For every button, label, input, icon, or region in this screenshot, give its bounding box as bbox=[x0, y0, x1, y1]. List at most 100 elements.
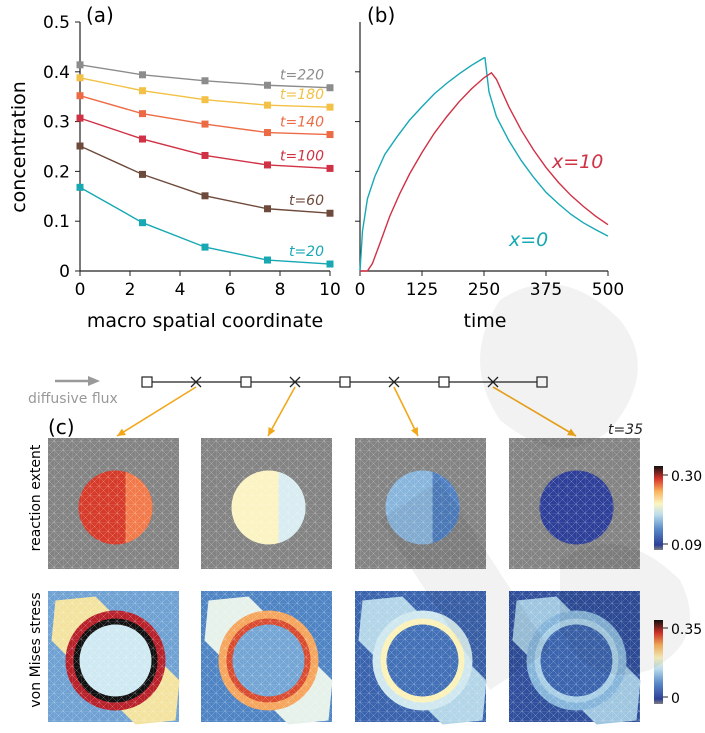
chart-a: 0 2 4 6 8 10 0 0.1 0.2 0.3 0.4 0.5 t=20 t=60 t=100 t=14… bbox=[43, 13, 341, 300]
chart-a-ytick-label: 0.4 bbox=[43, 63, 70, 83]
chart-a-point bbox=[139, 219, 146, 227]
row-label-reaction: reaction extent bbox=[28, 444, 44, 551]
reaction-disc-mesh bbox=[539, 470, 614, 545]
reaction-disc-mesh bbox=[231, 470, 306, 545]
chart-a-point bbox=[76, 61, 84, 69]
chart-b-series-line bbox=[359, 57, 609, 272]
macro-chain bbox=[116, 376, 577, 437]
chart-a-point bbox=[76, 114, 84, 122]
chart-b: 0 125 250 375 500 x=0 x=10 bbox=[355, 57, 624, 300]
chart-a-point bbox=[76, 74, 84, 82]
chain-cross bbox=[388, 376, 400, 388]
chart-a-point bbox=[139, 71, 146, 79]
micro-link-arrowhead bbox=[410, 427, 418, 436]
stress-colorbar bbox=[654, 620, 668, 704]
micro-link-arrowhead bbox=[567, 428, 576, 436]
reaction-disc-mesh bbox=[385, 470, 460, 545]
stress-map-mesh bbox=[355, 591, 486, 722]
chart-b-xtick-label: 0 bbox=[355, 280, 366, 300]
micro-link-arrow bbox=[116, 386, 197, 437]
chart-a-ylabel: concentration bbox=[8, 81, 30, 213]
chart-a-point bbox=[264, 101, 271, 109]
chart-b-label-x0: x=0 bbox=[508, 229, 548, 251]
chart-a-xtick-label: 4 bbox=[175, 280, 186, 300]
chart-a-series-label: t=60 bbox=[289, 193, 324, 209]
chart-a-point bbox=[326, 209, 334, 217]
chart-a-point bbox=[139, 170, 146, 178]
chart-a-ytick-label: 0.3 bbox=[43, 113, 70, 133]
panel-label-b: (b) bbox=[367, 3, 395, 27]
chart-b-xtick-label: 250 bbox=[468, 280, 500, 300]
chart-a-xtick-label: 10 bbox=[319, 280, 341, 300]
chart-a-point bbox=[201, 77, 209, 85]
chart-a-point bbox=[139, 87, 146, 95]
chart-a-point bbox=[201, 96, 209, 104]
chain-node bbox=[339, 376, 351, 388]
chart-a-ytick-label: 0.1 bbox=[43, 212, 70, 232]
chart-b-xtick-label: 375 bbox=[530, 280, 562, 300]
chart-a-point bbox=[264, 129, 271, 137]
chart-a-series-label: t=100 bbox=[280, 148, 324, 164]
chart-a-series-label: t=140 bbox=[280, 115, 324, 131]
stress-map-mesh bbox=[48, 591, 179, 722]
panel-label-a: (a) bbox=[86, 3, 114, 27]
stress-colorbar-min: 0 bbox=[671, 691, 680, 707]
chart-a-point bbox=[76, 183, 84, 191]
chart-a-axes bbox=[79, 22, 330, 272]
stress-map-mesh bbox=[509, 591, 640, 722]
chart-a-series-label: t=180 bbox=[280, 87, 324, 103]
chart-a-ytick-label: 0 bbox=[59, 262, 70, 282]
chart-b-series-line bbox=[360, 71, 609, 272]
micro-link-arrow bbox=[492, 386, 577, 437]
chart-a-xtick-label: 8 bbox=[275, 280, 286, 300]
row-label-stress: von Mises stress bbox=[28, 592, 44, 707]
chain-node bbox=[240, 376, 252, 388]
chain-cross bbox=[190, 376, 202, 388]
chart-a-point bbox=[201, 151, 209, 159]
chain-cross bbox=[487, 376, 499, 388]
flux-label: diffusive flux bbox=[28, 391, 118, 407]
chain-node bbox=[141, 376, 153, 388]
chart-a-xtick-label: 6 bbox=[225, 280, 236, 300]
stress-map-mesh bbox=[201, 591, 332, 722]
chart-b-label-x10: x=10 bbox=[551, 151, 603, 173]
reaction-colorbar-max: 0.30 bbox=[671, 469, 702, 485]
flux-arrow bbox=[55, 376, 100, 386]
micro-link-arrow bbox=[393, 386, 419, 437]
chart-a-point bbox=[201, 192, 209, 200]
chart-a-point bbox=[264, 161, 271, 169]
reaction-colorbar bbox=[654, 466, 668, 550]
chart-a-ytick-label: 0.5 bbox=[43, 13, 70, 33]
chart-a-point bbox=[264, 256, 271, 264]
chart-a-point bbox=[326, 260, 334, 268]
chart-a-point bbox=[76, 92, 84, 100]
micro-maps bbox=[48, 438, 641, 725]
chart-a-point bbox=[326, 164, 334, 172]
time-label: t=35 bbox=[608, 422, 643, 438]
chart-a-point bbox=[201, 120, 209, 128]
chart-a-point bbox=[264, 81, 271, 89]
chart-a-series-label: t=220 bbox=[280, 68, 324, 84]
reaction-disc-mesh bbox=[78, 470, 153, 545]
chart-b-xlabel: time bbox=[464, 310, 507, 332]
chart-a-point bbox=[326, 131, 334, 139]
chart-a-point bbox=[76, 142, 84, 150]
reaction-colorbar-min: 0.09 bbox=[671, 538, 702, 554]
chain-node bbox=[536, 376, 548, 388]
chart-a-xtick-label: 2 bbox=[125, 280, 136, 300]
chart-a-point bbox=[139, 110, 146, 118]
micro-link-arrowhead bbox=[268, 427, 276, 436]
chart-a-point bbox=[326, 84, 334, 92]
panel-label-c: (c) bbox=[48, 415, 75, 439]
chart-a-point bbox=[201, 243, 209, 251]
chart-a-point bbox=[139, 135, 146, 143]
chart-a-xlabel: macro spatial coordinate bbox=[87, 310, 323, 332]
chart-b-xtick-label: 500 bbox=[592, 280, 624, 300]
stress-colorbar-max: 0.35 bbox=[671, 622, 702, 638]
chart-a-point bbox=[326, 103, 334, 111]
micro-link-arrow bbox=[267, 386, 296, 437]
chart-b-axes bbox=[359, 22, 608, 272]
chart-a-ytick-label: 0.2 bbox=[43, 162, 70, 182]
micro-link-arrowhead bbox=[117, 428, 126, 436]
